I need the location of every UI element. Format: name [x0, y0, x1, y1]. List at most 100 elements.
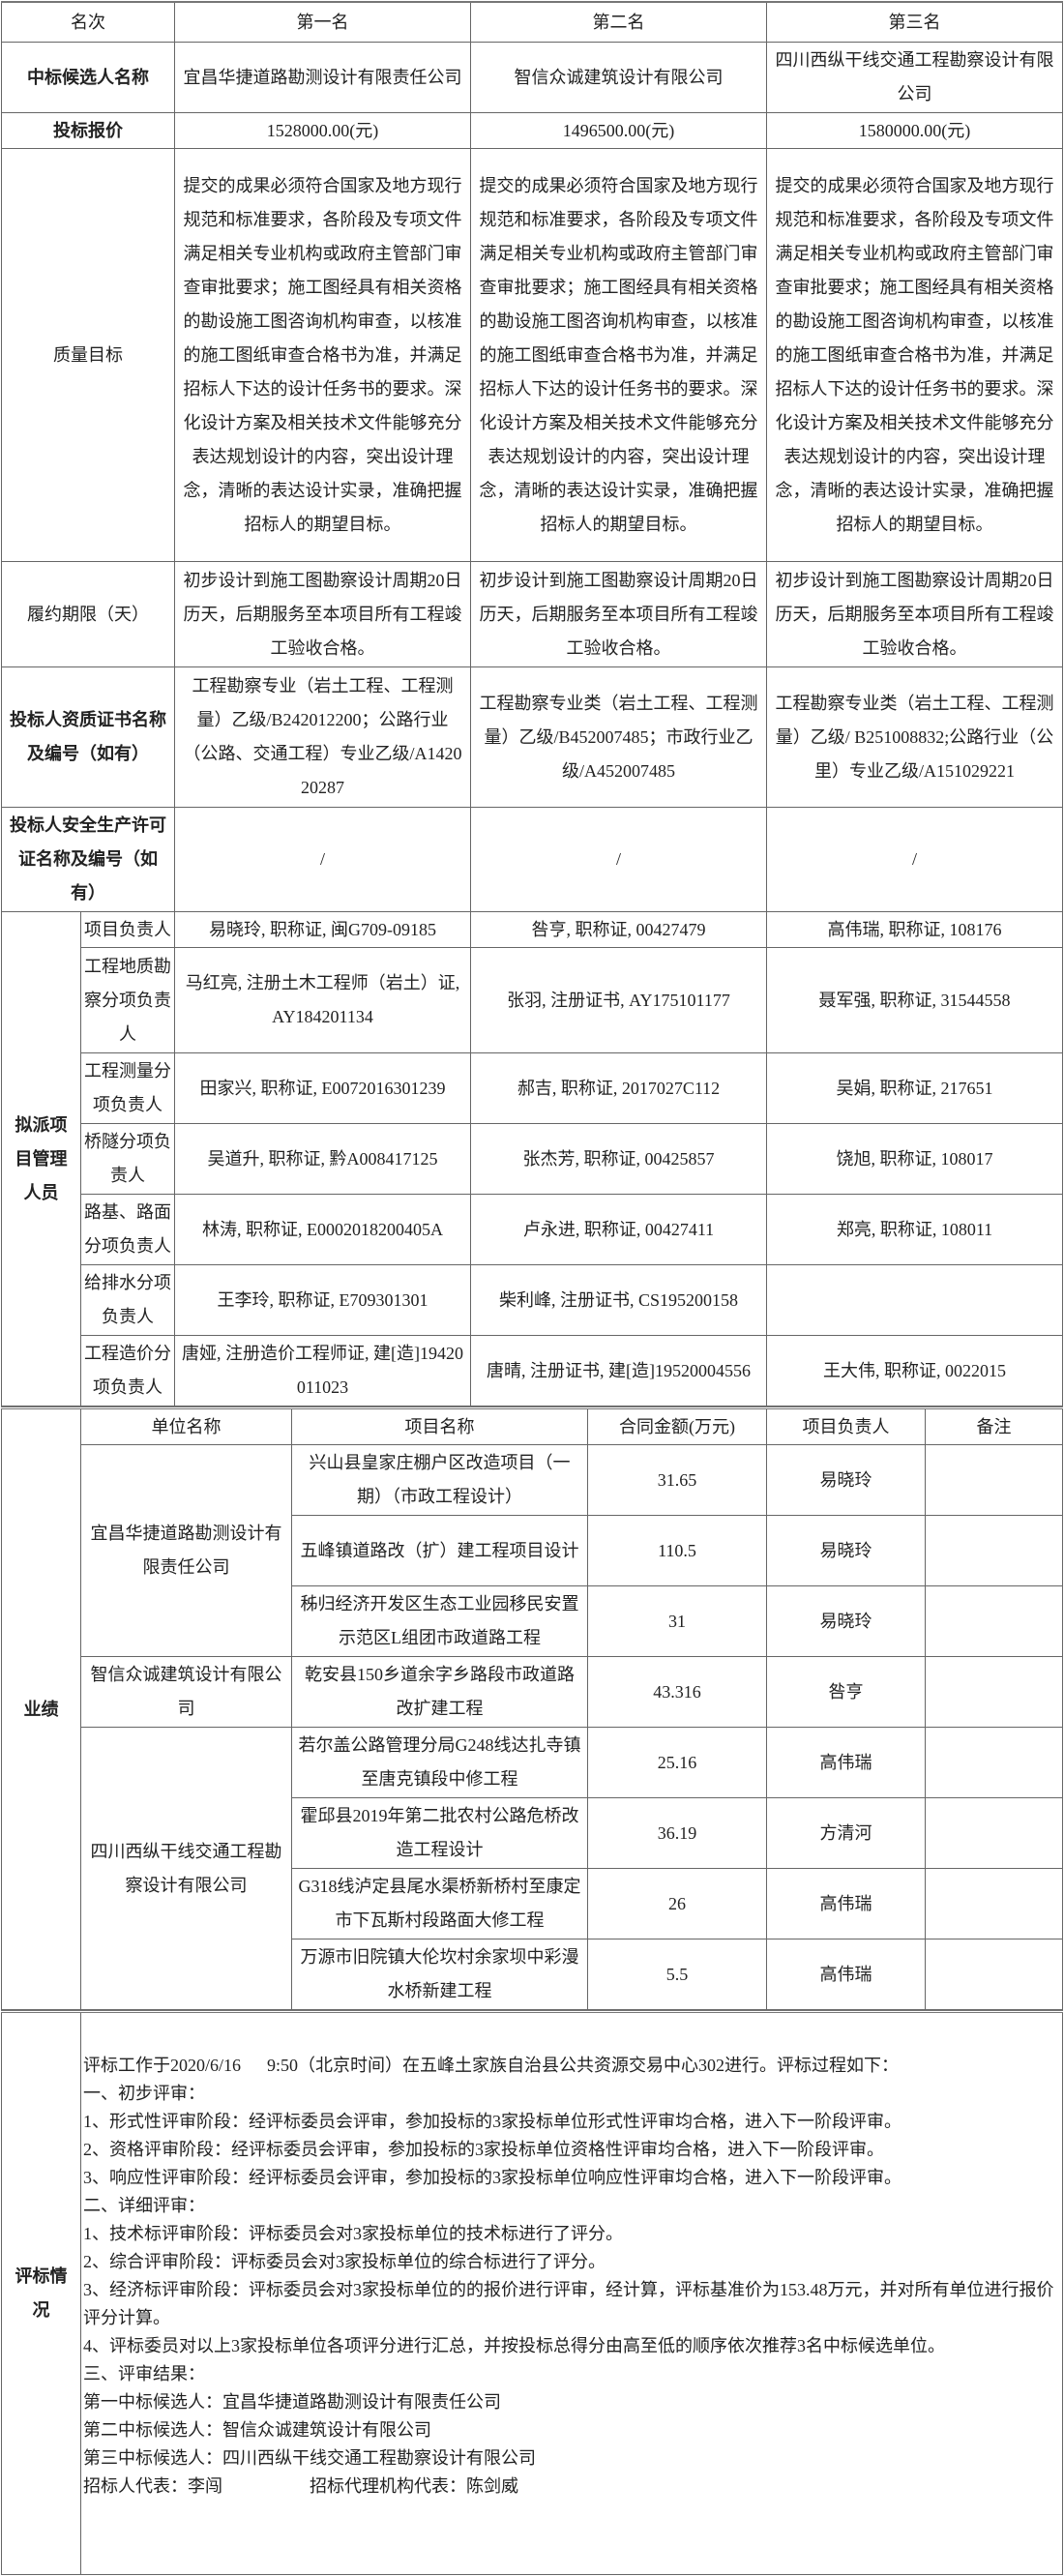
safety-1: / — [174, 807, 471, 912]
personnel-role: 项目负责人 — [80, 911, 175, 948]
performance-unit: 宜昌华捷道路勘测设计有限责任公司 — [80, 1444, 292, 1657]
performance-name: 兴山县皇家庄棚户区改造项目（一期）（市政工程设计） — [291, 1444, 588, 1516]
period-row: 履约期限（天） 初步设计到施工图勘察设计周期20日历天，后期服务至本项目所有工程… — [1, 561, 1063, 667]
personnel-role: 桥隧分项负责人 — [80, 1123, 175, 1195]
performance-unit: 四川西纵干线交通工程勘察设计有限公司 — [80, 1727, 292, 2010]
personnel-rank-1: 田家兴, 职称证, E0072016301239 — [174, 1052, 471, 1124]
evaluation-table: 评标情况 评标工作于2020/6/16 9:50（北京时间）在五峰土家族自治县公… — [1, 2010, 1063, 2575]
performance-row: 宜昌华捷道路勘测设计有限责任公司 兴山县皇家庄棚户区改造项目（一期）（市政工程设计… — [2, 1444, 1063, 1657]
performance-manager: 高伟瑞 — [766, 1727, 926, 1798]
evaluation-row: 评标情况 评标工作于2020/6/16 9:50（北京时间）在五峰土家族自治县公… — [1, 2010, 1063, 2575]
performance-row: 万源市旧院镇大伦坎村余家坝中彩漫水桥新建工程 5.5 高伟瑞 — [2, 1939, 1063, 2010]
performance-manager: 咎亨 — [766, 1656, 926, 1728]
performance-row: 智信众诚建筑设计有限公司 乾安县150乡道余字乡路段市政道路改扩建工程 43.316… — [2, 1656, 1063, 1728]
evaluation-label: 评标情况 — [1, 2010, 81, 2575]
personnel-rank-3: 聂军强, 职称证, 31544558 — [766, 947, 1063, 1053]
performance-name: 万源市旧院镇大伦坎村余家坝中彩漫水桥新建工程 — [291, 1939, 588, 2010]
personnel-rank-3: 吴娟, 职称证, 217651 — [766, 1052, 1063, 1124]
evaluation-line: 第三中标候选人：四川西纵干线交通工程勘察设计有限公司 — [83, 2448, 536, 2468]
evaluation-line: 4、评标委员对以上3家投标单位各项评分进行汇总，并按投标总得分由高至低的顺序依次… — [83, 2336, 945, 2355]
performance-manager: 高伟瑞 — [766, 1868, 926, 1939]
safety-row: 投标人安全生产许可证名称及编号（如有） / / / — [1, 807, 1063, 912]
personnel-row: 给排水分项负责人 王李玲, 职称证, E709301301 柴利峰, 注册证书, C… — [2, 1264, 1063, 1336]
performance-manager: 易晓玲 — [766, 1585, 926, 1657]
performance-note — [925, 1515, 1063, 1586]
performance-amount: 110.5 — [587, 1515, 767, 1586]
personnel-rank-3: 高伟瑞, 职称证, 108176 — [766, 911, 1063, 948]
personnel-role: 给排水分项负责人 — [80, 1264, 175, 1336]
price-3: 1580000.00(元) — [766, 112, 1063, 149]
personnel-rank-2: 郝吉, 职称证, 2017027C112 — [470, 1052, 767, 1124]
performance-amount: 26 — [587, 1868, 767, 1939]
personnel-rank-2: 咎亨, 职称证, 00427479 — [470, 911, 767, 948]
performance-row: 五峰镇道路改（扩）建工程项目设计 110.5 易晓玲 — [2, 1515, 1063, 1586]
candidate-row: 中标候选人名称 宜昌华捷道路勘测设计有限责任公司 智信众诚建筑设计有限公司 四川… — [1, 42, 1063, 113]
personnel-rank-1: 马红亮, 注册土木工程师（岩土）证, AY184201134 — [174, 947, 471, 1053]
performance-amount: 31.65 — [587, 1444, 767, 1516]
quality-1: 提交的成果必须符合国家及地方现行规范和标准要求，各阶段及专项文件满足相关专业机构… — [174, 148, 471, 562]
personnel-rank-2: 张羽, 注册证书, AY175101177 — [470, 947, 767, 1053]
qualification-1: 工程勘察专业（岩土工程、工程测量）乙级/B242012200；公路行业（公路、交… — [174, 666, 471, 808]
candidate-label: 中标候选人名称 — [1, 42, 175, 113]
personnel-rank-2: 卢永进, 职称证, 00427411 — [470, 1194, 767, 1265]
evaluation-line: 3、经济标评审阶段：评标委员会对3家投标单位的的报价进行评审，经计算，评标基准价… — [83, 2280, 1054, 2327]
performance-note — [925, 1727, 1063, 1798]
performance-amount: 25.16 — [587, 1727, 767, 1798]
performance-manager: 高伟瑞 — [766, 1939, 926, 2010]
performance-name: 秭归经济开发区生态工业园移民安置示范区L组团市政道路工程 — [291, 1585, 588, 1657]
performance-note — [925, 1939, 1063, 2010]
personnel-rank-1: 林涛, 职称证, E0002018200405A — [174, 1194, 471, 1265]
performance-unit: 智信众诚建筑设计有限公司 — [80, 1656, 292, 1728]
performance-note — [925, 1444, 1063, 1516]
performance-name: 若尔盖公路管理分局G248线达扎寺镇至唐克镇段中修工程 — [291, 1727, 588, 1798]
safety-3: / — [766, 807, 1063, 912]
personnel-row: 工程地质勘察分项负责人 马红亮, 注册土木工程师（岩土）证, AY18420113… — [2, 947, 1063, 1053]
personnel-role: 路基、路面分项负责人 — [80, 1194, 175, 1265]
rank-2: 第二名 — [470, 1, 767, 43]
evaluation-line: 3、响应性评审阶段：经评标委员会评审，参加投标的3家投标单位响应性评审均合格，进… — [83, 2168, 901, 2187]
rank-3: 第三名 — [766, 1, 1063, 43]
qualification-row: 投标人资质证书名称及编号（如有） 工程勘察专业（岩土工程、工程测量）乙级/B24… — [1, 666, 1063, 808]
evaluation-line: 第一中标候选人：宜昌华捷道路勘测设计有限责任公司 — [83, 2392, 501, 2412]
safety-label: 投标人安全生产许可证名称及编号（如有） — [1, 807, 175, 912]
performance-label: 业绩 — [1, 1406, 81, 2010]
quality-2: 提交的成果必须符合国家及地方现行规范和标准要求，各阶段及专项文件满足相关专业机构… — [470, 148, 767, 562]
personnel-rank-2: 唐晴, 注册证书, 建[造]19520004556 — [470, 1335, 767, 1406]
personnel-rank-1: 唐娅, 注册造价工程师证, 建[造]19420011023 — [174, 1335, 471, 1406]
evaluation-line: 1、技术标评审阶段：评标委员会对3家投标单位的技术标进行了评分。 — [83, 2224, 623, 2243]
performance-name: 五峰镇道路改（扩）建工程项目设计 — [291, 1515, 588, 1586]
bid-result-table: 名次 第一名 第二名 第三名 中标候选人名称 宜昌华捷道路勘测设计有限责任公司 … — [1, 1, 1063, 1406]
performance-manager: 易晓玲 — [766, 1515, 926, 1586]
price-row: 投标报价 1528000.00(元) 1496500.00(元) 1580000… — [1, 112, 1063, 149]
performance-column-header: 备注 — [925, 1406, 1063, 1445]
performance-table: 业绩 单位名称 项目名称 合同金额(万元) 项目负责人 备注 宜昌华捷道路勘测设计有限责任公… — [1, 1406, 1063, 2010]
performance-name: 霍邱县2019年第二批农村公路危桥改造工程设计 — [291, 1797, 588, 1869]
evaluation-line: 第二中标候选人：智信众诚建筑设计有限公司 — [83, 2420, 431, 2440]
personnel-section: 拟派项目管理人员 项目负责人 易晓玲, 职称证, 闽G709-09185 咎亨, 职称… — [1, 911, 1063, 1406]
period-1: 初步设计到施工图勘察设计周期20日历天，后期服务至本项目所有工程竣工验收合格。 — [174, 561, 471, 667]
personnel-label: 拟派项目管理人员 — [1, 911, 81, 1406]
evaluation-line: 一、初步评审： — [83, 2084, 205, 2103]
personnel-row: 工程造价分项负责人 唐娅, 注册造价工程师证, 建[造]19420011023 唐晴… — [2, 1335, 1063, 1406]
performance-row: G318线泸定县尾水渠桥新桥村至康定市下瓦斯村段路面大修工程 26 高伟瑞 — [2, 1868, 1063, 1939]
performance-name: 乾安县150乡道余字乡路段市政道路改扩建工程 — [291, 1656, 588, 1728]
performance-amount: 36.19 — [587, 1797, 767, 1869]
period-label: 履约期限（天） — [1, 561, 175, 667]
price-label: 投标报价 — [1, 112, 175, 149]
performance-column-header: 项目负责人 — [766, 1406, 926, 1445]
personnel-rank-3: 王大伟, 职称证, 0022015 — [766, 1335, 1063, 1406]
personnel-row: 路基、路面分项负责人 林涛, 职称证, E0002018200405A 卢永进, 职… — [2, 1194, 1063, 1265]
personnel-row: 工程测量分项负责人 田家兴, 职称证, E0072016301239 郝吉, 职称证… — [2, 1052, 1063, 1124]
price-1: 1528000.00(元) — [174, 112, 471, 149]
performance-note — [925, 1797, 1063, 1869]
performance-name: G318线泸定县尾水渠桥新桥村至康定市下瓦斯村段路面大修工程 — [291, 1868, 588, 1939]
performance-column-header: 合同金额(万元) — [587, 1406, 767, 1445]
evaluation-line: 2、资格评审阶段：经评标委员会评审，参加投标的3家投标单位资格性评审均合格，进入… — [83, 2140, 884, 2159]
price-2: 1496500.00(元) — [470, 112, 767, 149]
performance-column-header: 项目名称 — [291, 1406, 588, 1445]
evaluation-line: 1、形式性评审阶段：经评标委员会评审，参加投标的3家投标单位形式性评审均合格，进… — [83, 2112, 901, 2131]
rank-label: 名次 — [1, 1, 175, 43]
qualification-3: 工程勘察专业类（岩土工程、工程测量）乙级/ B251008832;公路行业（公里… — [766, 666, 1063, 808]
candidate-2: 智信众诚建筑设计有限公司 — [470, 42, 767, 113]
period-3: 初步设计到施工图勘察设计周期20日历天，后期服务至本项目所有工程竣工验收合格。 — [766, 561, 1063, 667]
